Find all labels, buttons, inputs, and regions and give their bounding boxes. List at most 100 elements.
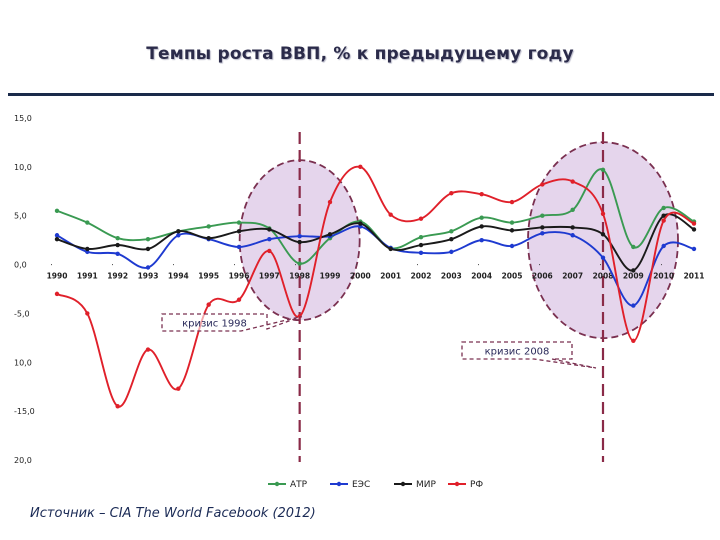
title-divider xyxy=(8,93,714,96)
data-point xyxy=(631,338,636,343)
y-tick-label: 0,0 xyxy=(14,261,27,270)
data-point xyxy=(388,212,393,217)
data-point xyxy=(479,215,484,220)
legend-item: АТР xyxy=(268,480,308,490)
x-tick-label: 1993 xyxy=(138,272,159,281)
callout-label: кризис 1998 xyxy=(182,319,247,330)
x-tick-label: 2002 xyxy=(411,272,432,281)
data-point xyxy=(418,250,424,256)
legend-marker xyxy=(400,481,406,487)
data-point xyxy=(115,235,120,241)
data-point xyxy=(631,244,636,250)
data-point xyxy=(206,235,211,241)
data-point xyxy=(540,213,545,218)
y-tick-label: 15,0 xyxy=(14,114,32,123)
x-tick-label: 1997 xyxy=(259,272,280,281)
data-point xyxy=(358,164,363,170)
data-point xyxy=(176,233,181,238)
data-point xyxy=(236,244,242,250)
data-point xyxy=(631,303,636,308)
data-point xyxy=(540,231,545,236)
data-point xyxy=(570,233,575,238)
legend-marker xyxy=(454,481,460,487)
crisis-callout: кризис 2008 xyxy=(461,341,597,369)
data-point xyxy=(297,234,302,239)
legend-label: МИР xyxy=(416,480,436,490)
data-point xyxy=(600,211,606,216)
x-tick-label: 1998 xyxy=(289,272,310,281)
data-point xyxy=(115,242,120,248)
data-point xyxy=(509,199,515,205)
data-point xyxy=(449,249,454,255)
data-point xyxy=(267,248,272,254)
page-title: Темпы роста ВВП, % к предыдущему году xyxy=(146,44,574,64)
data-point xyxy=(509,243,515,249)
x-tick-label: 2007 xyxy=(562,272,583,281)
data-point xyxy=(327,232,333,237)
data-point xyxy=(115,251,120,257)
crisis-highlight-layer xyxy=(238,132,679,462)
data-point xyxy=(85,220,90,225)
annotation-layer: кризис 1998 кризис 2008 xyxy=(161,313,597,369)
data-point xyxy=(449,229,454,234)
data-point xyxy=(145,246,151,252)
data-point xyxy=(570,225,575,230)
x-tick-label: 2008 xyxy=(593,272,614,281)
data-point xyxy=(661,205,666,211)
x-tick-label: 2001 xyxy=(380,272,401,281)
data-point xyxy=(327,199,333,205)
data-point xyxy=(509,220,515,225)
callout-frame xyxy=(461,341,597,369)
data-point xyxy=(297,239,302,245)
crisis-callout: кризис 1998 xyxy=(161,313,302,332)
data-point xyxy=(54,291,60,297)
callout-label: кризис 2008 xyxy=(485,347,550,358)
source-note: Источник – CIA The World Facebook (2012) xyxy=(30,506,316,521)
data-point xyxy=(145,347,151,352)
x-tick-label: 2000 xyxy=(350,272,371,281)
data-point xyxy=(449,236,454,242)
series-layer xyxy=(54,164,697,409)
data-point xyxy=(600,167,606,172)
data-point xyxy=(570,179,575,184)
data-point xyxy=(54,208,60,214)
legend-item: РФ xyxy=(448,480,483,490)
x-tick-label: 1999 xyxy=(320,272,341,281)
x-tick-label: 2006 xyxy=(532,272,553,281)
data-point xyxy=(661,213,666,218)
legend: АТР ЕЭС МИР РФ xyxy=(268,480,483,490)
data-point xyxy=(418,242,424,248)
legend-label: ЕЭС xyxy=(352,480,370,490)
data-point xyxy=(145,236,151,242)
x-axis: 1990 1991 1992 1993 1994 1995 1996 1997 1998 1999… xyxy=(47,264,704,281)
data-point xyxy=(479,192,484,197)
legend-item: ЕЭС xyxy=(330,480,370,490)
data-point xyxy=(236,229,242,234)
data-point xyxy=(358,221,363,226)
data-point xyxy=(661,218,666,223)
data-point xyxy=(418,216,424,221)
data-point xyxy=(176,386,181,391)
x-tick-label: 1994 xyxy=(168,272,189,281)
y-tick-label: 10,0 xyxy=(14,163,32,172)
x-tick-label: 1991 xyxy=(77,272,98,281)
data-point xyxy=(449,191,454,196)
x-tick-label: 1990 xyxy=(47,272,68,281)
data-point xyxy=(236,220,242,225)
data-point xyxy=(206,302,211,307)
data-point xyxy=(479,224,484,229)
legend-marker xyxy=(274,481,280,487)
data-point xyxy=(176,229,181,234)
data-point xyxy=(297,261,302,266)
data-point xyxy=(54,233,60,238)
data-point xyxy=(661,243,666,249)
data-point xyxy=(600,255,606,260)
data-point xyxy=(236,297,242,302)
legend-label: АТР xyxy=(290,480,308,490)
data-point xyxy=(540,225,545,230)
data-point xyxy=(691,227,697,232)
data-point xyxy=(206,224,211,229)
x-tick-label: 1996 xyxy=(229,272,250,281)
y-tick-label: -5,0 xyxy=(14,309,30,318)
data-point xyxy=(479,237,484,243)
